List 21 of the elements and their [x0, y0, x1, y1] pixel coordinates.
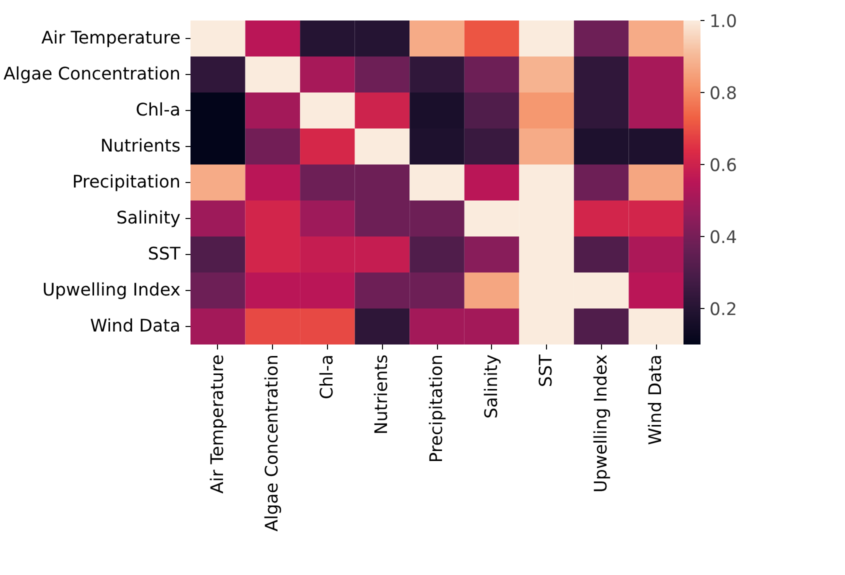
y-tick-label: SST [148, 244, 181, 264]
y-tick-label: Nutrients [100, 136, 181, 156]
y-tick-label: Air Temperature [41, 28, 181, 48]
y-tick-label: Algae Concentration [3, 64, 181, 84]
color-bar-label: 1.0 [710, 12, 738, 32]
x-tick-label: Chl-a [317, 354, 338, 400]
y-tick-label: Salinity [116, 208, 180, 228]
x-tick-label: Wind Data [646, 354, 666, 445]
y-tick-label: Wind Data [90, 316, 181, 336]
y-tick-label: Chl-a [136, 100, 181, 120]
x-tick-label: SST [536, 354, 557, 388]
x-tick-label: Nutrients [372, 354, 392, 435]
x-tick-label: Upwelling Index [591, 354, 612, 493]
y-tick-label: Precipitation [72, 172, 181, 192]
x-tick-label: Salinity [482, 354, 502, 419]
color-bar-label: 0.2 [710, 300, 738, 320]
color-bar-label: 0.4 [710, 228, 738, 248]
y-tick-label: Upwelling Index [42, 280, 181, 300]
color-bar-label: 0.6 [710, 156, 738, 176]
x-tick-label: Precipitation [427, 354, 447, 463]
color-bar-label: 0.8 [710, 84, 738, 104]
